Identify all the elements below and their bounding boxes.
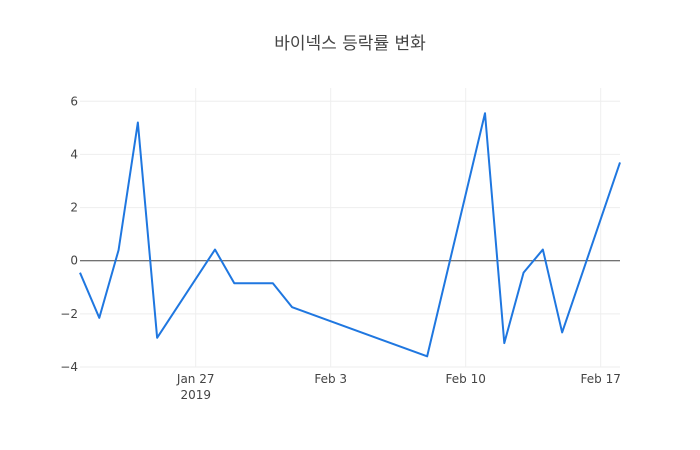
y-gridlines bbox=[80, 101, 620, 367]
x-tick-label: Feb 10 bbox=[446, 372, 486, 386]
y-axis-ticks: 6 4 2 0 −2 −4 bbox=[60, 94, 78, 374]
x-tick-label: Jan 27 bbox=[176, 372, 215, 386]
y-tick-label: 0 bbox=[70, 254, 78, 268]
x-tick-sublabel: 2019 bbox=[180, 388, 211, 402]
x-tick-label: Feb 17 bbox=[581, 372, 621, 386]
series-line bbox=[80, 113, 620, 356]
y-tick-label: −2 bbox=[60, 307, 78, 321]
x-axis-ticks: Jan 27 2019 Feb 3 Feb 10 Feb 17 bbox=[176, 372, 621, 402]
x-gridlines bbox=[196, 88, 601, 367]
y-tick-label: 2 bbox=[70, 201, 78, 215]
series-group bbox=[80, 113, 620, 356]
x-tick-label: Feb 3 bbox=[314, 372, 347, 386]
y-tick-label: 4 bbox=[70, 147, 78, 161]
y-tick-label: −4 bbox=[60, 360, 78, 374]
y-tick-label: 6 bbox=[70, 94, 78, 108]
chart-title: 바이넥스 등락률 변화 bbox=[274, 34, 426, 54]
